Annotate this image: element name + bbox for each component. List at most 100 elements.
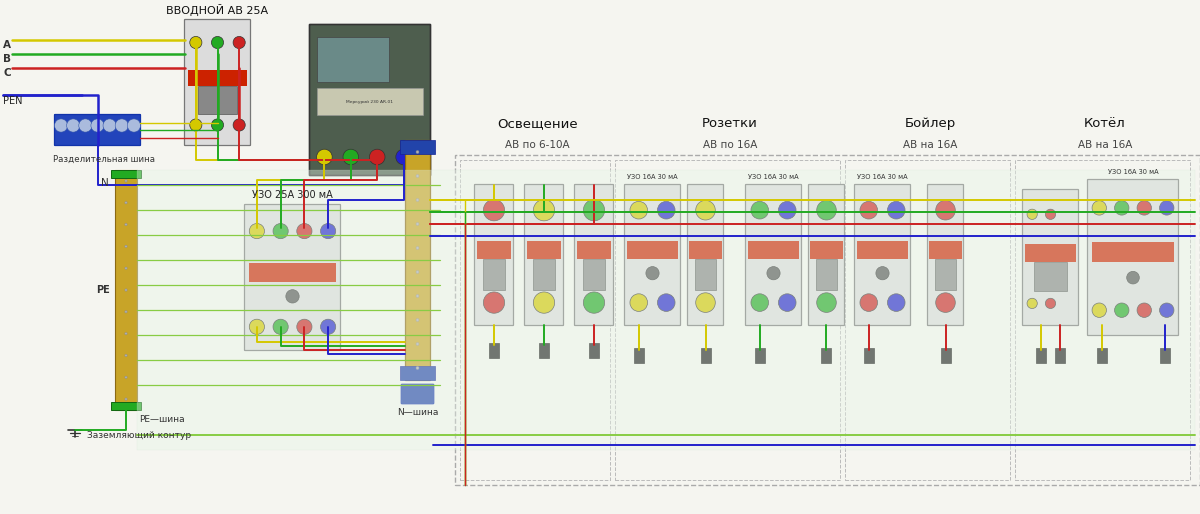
Bar bbox=[482, 259, 505, 290]
Circle shape bbox=[860, 294, 877, 311]
Circle shape bbox=[211, 36, 223, 48]
Text: Розетки: Розетки bbox=[702, 117, 758, 130]
FancyBboxPatch shape bbox=[401, 384, 434, 404]
Text: АВ на 16А: АВ на 16А bbox=[1078, 140, 1132, 150]
Circle shape bbox=[1092, 303, 1106, 318]
Bar bbox=[1034, 262, 1067, 291]
Bar bbox=[1025, 244, 1076, 262]
Circle shape bbox=[125, 267, 127, 269]
Circle shape bbox=[1159, 200, 1174, 215]
FancyBboxPatch shape bbox=[809, 185, 845, 325]
Bar bbox=[1036, 348, 1046, 363]
Circle shape bbox=[484, 292, 505, 313]
Text: УЗО 16А 30 мА: УЗО 16А 30 мА bbox=[857, 174, 908, 180]
Bar bbox=[864, 348, 874, 363]
Text: С: С bbox=[2, 68, 11, 78]
Circle shape bbox=[125, 333, 127, 335]
Circle shape bbox=[125, 354, 127, 357]
Circle shape bbox=[125, 398, 127, 400]
Text: АВ на 16А: АВ на 16А bbox=[902, 140, 958, 150]
Bar bbox=[695, 259, 716, 290]
FancyBboxPatch shape bbox=[524, 185, 564, 325]
Text: N: N bbox=[101, 178, 108, 188]
Bar bbox=[112, 170, 142, 178]
FancyBboxPatch shape bbox=[54, 115, 140, 145]
Circle shape bbox=[1045, 298, 1056, 308]
FancyBboxPatch shape bbox=[1022, 190, 1079, 325]
Text: ВВОДНОЙ АВ 25А: ВВОДНОЙ АВ 25А bbox=[167, 4, 269, 16]
Circle shape bbox=[630, 201, 648, 219]
Circle shape bbox=[533, 292, 554, 313]
Bar bbox=[400, 365, 436, 380]
Circle shape bbox=[67, 119, 80, 132]
FancyBboxPatch shape bbox=[185, 20, 251, 145]
Bar bbox=[476, 241, 511, 259]
Text: N—шина: N—шина bbox=[397, 408, 438, 417]
Circle shape bbox=[343, 149, 359, 165]
Circle shape bbox=[396, 149, 412, 165]
Circle shape bbox=[296, 319, 312, 335]
Circle shape bbox=[286, 290, 299, 303]
Bar bbox=[576, 241, 612, 259]
FancyBboxPatch shape bbox=[1087, 179, 1178, 336]
Circle shape bbox=[91, 119, 104, 132]
Bar bbox=[583, 259, 606, 290]
Bar bbox=[930, 241, 961, 259]
Bar bbox=[634, 348, 643, 363]
Circle shape bbox=[936, 293, 955, 313]
Circle shape bbox=[103, 119, 116, 132]
Circle shape bbox=[583, 292, 605, 313]
Text: Бойлер: Бойлер bbox=[905, 117, 955, 130]
Bar bbox=[589, 343, 599, 358]
Circle shape bbox=[1092, 200, 1106, 215]
Circle shape bbox=[416, 295, 419, 298]
Circle shape bbox=[416, 174, 419, 177]
Circle shape bbox=[751, 294, 768, 311]
Circle shape bbox=[274, 224, 288, 238]
Text: Разделительная шина: Разделительная шина bbox=[53, 155, 155, 164]
Text: УЗО 16А 30 мА: УЗО 16А 30 мА bbox=[628, 174, 678, 180]
Text: РЕ—шина: РЕ—шина bbox=[139, 415, 185, 424]
Bar bbox=[460, 160, 610, 480]
Bar bbox=[317, 88, 422, 115]
Circle shape bbox=[416, 270, 419, 273]
Circle shape bbox=[320, 319, 336, 335]
Text: Освещение: Освещение bbox=[497, 117, 578, 130]
Text: АВ по 6-10А: АВ по 6-10А bbox=[505, 140, 570, 150]
Bar bbox=[317, 37, 389, 82]
Circle shape bbox=[416, 366, 419, 370]
Bar bbox=[810, 241, 842, 259]
Text: РЕ: РЕ bbox=[96, 285, 110, 295]
Circle shape bbox=[1159, 303, 1174, 318]
Circle shape bbox=[817, 293, 836, 313]
Circle shape bbox=[115, 119, 128, 132]
Bar bbox=[822, 348, 832, 363]
Circle shape bbox=[125, 180, 127, 182]
Circle shape bbox=[630, 294, 648, 311]
Circle shape bbox=[250, 224, 264, 238]
Text: В: В bbox=[2, 54, 11, 64]
Bar bbox=[248, 263, 336, 282]
FancyBboxPatch shape bbox=[474, 185, 514, 325]
Text: А: А bbox=[2, 40, 11, 50]
FancyBboxPatch shape bbox=[745, 185, 802, 325]
Circle shape bbox=[751, 201, 768, 219]
Bar bbox=[845, 160, 1010, 480]
Circle shape bbox=[125, 245, 127, 248]
Bar bbox=[539, 343, 550, 358]
Circle shape bbox=[936, 200, 955, 220]
Circle shape bbox=[125, 376, 127, 378]
Text: АВ по 16А: АВ по 16А bbox=[703, 140, 757, 150]
Circle shape bbox=[1138, 200, 1152, 215]
Bar bbox=[533, 259, 556, 290]
Bar bbox=[689, 241, 721, 259]
Circle shape bbox=[274, 319, 288, 335]
Bar bbox=[857, 241, 908, 259]
Circle shape bbox=[79, 119, 92, 132]
Bar bbox=[1092, 242, 1175, 262]
Circle shape bbox=[658, 201, 676, 219]
Circle shape bbox=[779, 294, 796, 311]
Circle shape bbox=[888, 201, 905, 219]
Circle shape bbox=[190, 36, 202, 48]
Circle shape bbox=[1115, 200, 1129, 215]
